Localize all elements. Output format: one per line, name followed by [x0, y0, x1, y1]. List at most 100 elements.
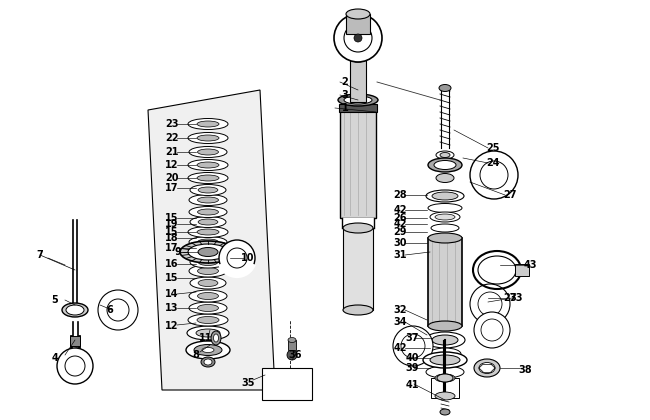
Circle shape	[393, 326, 433, 366]
Ellipse shape	[428, 204, 462, 213]
Ellipse shape	[197, 135, 219, 141]
Ellipse shape	[189, 194, 227, 205]
Text: 6: 6	[107, 305, 113, 315]
Ellipse shape	[188, 160, 228, 171]
Ellipse shape	[198, 258, 218, 265]
Text: 11: 11	[200, 333, 213, 343]
Ellipse shape	[429, 348, 461, 360]
Text: 15: 15	[165, 273, 179, 283]
Text: 3: 3	[342, 90, 348, 100]
Text: 32: 32	[393, 305, 407, 315]
Text: 41: 41	[405, 380, 419, 390]
Ellipse shape	[426, 190, 464, 202]
Text: 27: 27	[503, 293, 517, 303]
Circle shape	[478, 292, 502, 316]
Circle shape	[219, 240, 255, 276]
Ellipse shape	[189, 207, 227, 218]
Ellipse shape	[423, 352, 467, 368]
Text: 42: 42	[393, 343, 407, 353]
Ellipse shape	[435, 392, 455, 400]
Ellipse shape	[428, 158, 462, 172]
Ellipse shape	[188, 132, 228, 144]
Text: 33: 33	[509, 293, 523, 303]
Ellipse shape	[432, 192, 458, 200]
Ellipse shape	[198, 247, 218, 257]
Ellipse shape	[197, 162, 219, 168]
Ellipse shape	[197, 317, 219, 323]
Ellipse shape	[188, 226, 228, 237]
Circle shape	[107, 299, 129, 321]
Ellipse shape	[211, 331, 221, 345]
Text: 4: 4	[51, 353, 58, 363]
Ellipse shape	[188, 173, 228, 184]
Ellipse shape	[189, 147, 227, 158]
Text: 37: 37	[405, 333, 419, 343]
Circle shape	[480, 161, 508, 189]
Ellipse shape	[202, 347, 214, 352]
Ellipse shape	[338, 94, 378, 106]
Text: 31: 31	[393, 250, 407, 260]
Circle shape	[354, 34, 362, 42]
Circle shape	[481, 319, 503, 341]
Text: 30: 30	[393, 238, 407, 248]
Ellipse shape	[436, 151, 454, 159]
Ellipse shape	[196, 329, 220, 337]
Text: 17: 17	[165, 183, 179, 193]
Ellipse shape	[62, 303, 88, 317]
Ellipse shape	[434, 160, 456, 170]
Ellipse shape	[440, 152, 450, 158]
Ellipse shape	[188, 118, 228, 129]
Ellipse shape	[188, 244, 228, 260]
Text: 12: 12	[165, 321, 179, 331]
Bar	[262, 368, 312, 400]
Bar	[346, 14, 370, 34]
Bar	[288, 340, 296, 350]
Ellipse shape	[188, 314, 228, 326]
Text: 28: 28	[393, 190, 407, 200]
Text: 5: 5	[51, 295, 58, 305]
Text: 27: 27	[503, 190, 517, 200]
Ellipse shape	[430, 212, 460, 222]
Ellipse shape	[198, 209, 218, 215]
Ellipse shape	[201, 357, 215, 367]
Ellipse shape	[343, 305, 373, 315]
Text: 34: 34	[393, 317, 407, 327]
Ellipse shape	[198, 197, 218, 203]
Text: 23: 23	[165, 119, 179, 129]
Circle shape	[344, 24, 372, 52]
Circle shape	[334, 14, 382, 62]
Ellipse shape	[343, 223, 373, 233]
Ellipse shape	[440, 409, 450, 415]
Text: 22: 22	[165, 133, 179, 143]
Ellipse shape	[186, 341, 230, 359]
Ellipse shape	[437, 374, 453, 382]
Ellipse shape	[189, 302, 227, 314]
Ellipse shape	[198, 279, 218, 286]
Bar	[431, 378, 459, 398]
Text: 20: 20	[165, 173, 179, 183]
Ellipse shape	[346, 9, 370, 19]
Ellipse shape	[198, 304, 218, 312]
Ellipse shape	[436, 173, 454, 183]
Text: 13: 13	[165, 303, 179, 313]
Text: 42: 42	[393, 219, 407, 229]
Text: 14: 14	[165, 289, 179, 299]
Bar	[70, 336, 80, 346]
Text: 26: 26	[393, 213, 407, 223]
Polygon shape	[148, 90, 275, 390]
Ellipse shape	[431, 224, 459, 232]
Ellipse shape	[197, 175, 219, 181]
Bar	[343, 228, 373, 310]
Ellipse shape	[198, 268, 218, 275]
Ellipse shape	[474, 359, 500, 377]
Text: 2: 2	[342, 77, 348, 87]
Circle shape	[470, 151, 518, 199]
Text: 40: 40	[405, 353, 419, 363]
Ellipse shape	[479, 362, 495, 373]
Ellipse shape	[204, 359, 212, 365]
Ellipse shape	[426, 366, 464, 378]
Circle shape	[401, 334, 425, 358]
Ellipse shape	[190, 256, 226, 268]
Ellipse shape	[189, 236, 227, 247]
Ellipse shape	[198, 239, 218, 245]
